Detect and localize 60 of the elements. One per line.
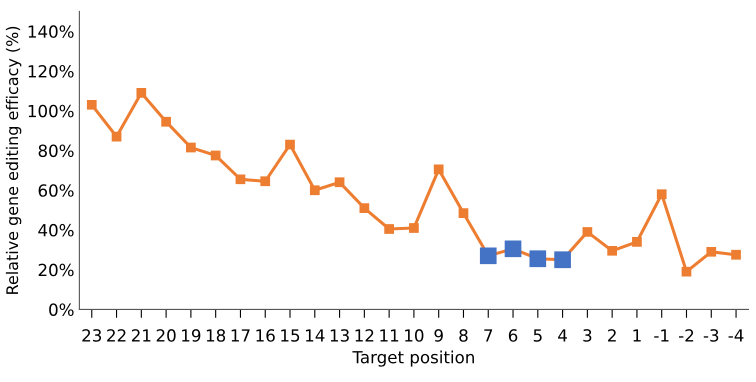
x-tick-label: 7: [484, 329, 492, 342]
x-tick-label: 12: [356, 329, 374, 342]
y-tick-label: 20%: [38, 264, 74, 276]
y-axis-title: Relative gene editing efficacy (%): [6, 26, 22, 294]
point: [186, 142, 196, 152]
point: [656, 189, 667, 200]
point: [384, 224, 394, 234]
point: [359, 203, 370, 213]
point: [582, 227, 592, 237]
x-tick-label: -4: [728, 329, 744, 342]
point: [285, 140, 295, 150]
point: [632, 237, 642, 247]
x-tick-label: 6: [508, 329, 518, 342]
x-tick-label: 1: [633, 329, 641, 342]
y-tick-label: 60%: [38, 184, 74, 197]
point: [112, 132, 122, 142]
y-tick-label: 0%: [49, 303, 74, 316]
x-tick-label: 2: [608, 329, 616, 342]
x-tick-label: 5: [534, 329, 542, 342]
point: [458, 208, 468, 218]
point: [236, 174, 246, 184]
y-tick-label: 140%: [28, 25, 74, 38]
x-tick-label: -3: [704, 329, 718, 342]
x-tick-label: 13: [330, 329, 349, 342]
x-tick-label: 11: [380, 329, 398, 342]
x-tick-label: 23: [82, 329, 102, 342]
point: [434, 164, 444, 174]
x-tick-label: 19: [182, 329, 200, 342]
point: [682, 266, 692, 277]
point: [210, 150, 221, 160]
x-tick-label: 15: [281, 329, 300, 342]
x-tick-label: 18: [206, 329, 226, 342]
y-tick-label: 120%: [28, 65, 74, 78]
point: [706, 246, 716, 257]
x-tick-label: 14: [306, 329, 324, 342]
x-tick-label: 10: [405, 329, 424, 342]
x-tick-label: 20: [156, 329, 176, 342]
point: [260, 176, 270, 186]
x-tick-label: -1: [654, 329, 668, 342]
x-tick-label: 16: [256, 329, 275, 342]
y-tick-label: 40%: [38, 224, 74, 237]
x-tick-label: 9: [434, 329, 443, 342]
point: [409, 223, 419, 233]
point: [334, 177, 344, 188]
x-tick-label: 4: [558, 329, 567, 342]
point: [161, 116, 171, 127]
x-tick-label: -2: [678, 329, 694, 342]
point: [607, 246, 618, 256]
point: [136, 88, 146, 98]
point: [86, 100, 97, 110]
point: [310, 185, 320, 196]
x-tick-label: 22: [107, 329, 126, 342]
x-tick-label: 21: [132, 329, 150, 342]
x-tick-label: 3: [583, 329, 592, 342]
x-axis-title: Target position: [352, 350, 474, 367]
y-tick-label: 100%: [28, 104, 74, 118]
point: [731, 250, 741, 260]
x-tick-label: 17: [232, 329, 250, 342]
x-tick-label: 8: [459, 329, 468, 342]
y-tick-label: 80%: [38, 144, 74, 158]
